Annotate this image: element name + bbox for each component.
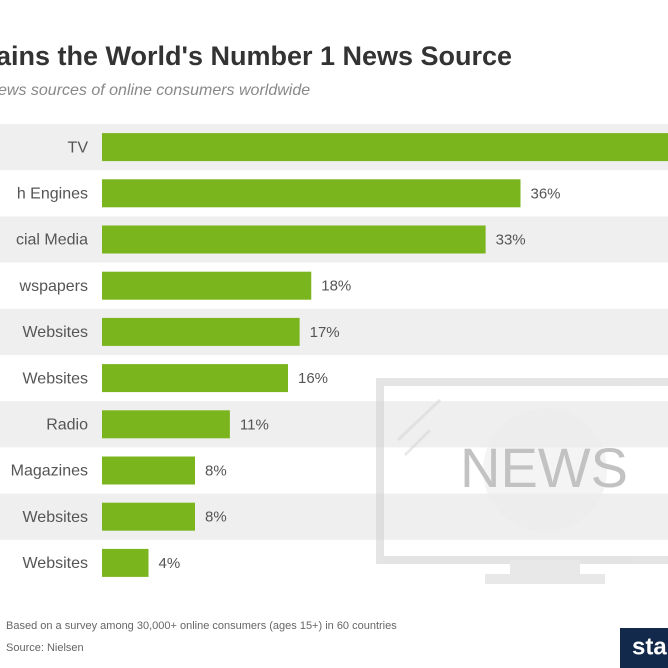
monitor-glare <box>396 398 442 442</box>
category-label: Websites <box>22 509 88 526</box>
category-label: h Engines <box>17 186 88 203</box>
bar <box>102 179 521 208</box>
value-label: 8% <box>205 462 227 479</box>
logo: sta <box>632 633 667 660</box>
category-label: TV <box>68 139 89 156</box>
category-label: Websites <box>22 555 88 572</box>
bar <box>102 502 195 531</box>
chart-subtitle: ews sources of online consumers worldwid… <box>0 82 310 99</box>
value-label: 16% <box>298 370 328 387</box>
chart-title: ains the World's Number 1 News Source <box>0 41 512 71</box>
category-label: Websites <box>22 370 88 387</box>
illustration-text: NEWS <box>460 436 628 499</box>
bar <box>102 364 288 393</box>
bar <box>102 225 486 254</box>
category-label: Websites <box>22 324 88 341</box>
bar <box>102 271 312 300</box>
category-label: cial Media <box>16 232 88 249</box>
value-label: 8% <box>205 509 227 526</box>
bar <box>102 456 195 485</box>
category-label: wspapers <box>19 278 88 295</box>
monitor-base <box>485 574 605 584</box>
value-label: 18% <box>321 278 351 295</box>
value-label: 4% <box>159 555 181 572</box>
bar <box>102 133 668 162</box>
monitor-circle <box>483 408 607 532</box>
category-label: Magazines <box>11 463 88 480</box>
bar <box>102 317 300 346</box>
value-label: 17% <box>310 324 340 341</box>
logo-background <box>620 628 668 668</box>
value-label: 33% <box>496 231 526 248</box>
footnote: Based on a survey among 30,000+ online c… <box>6 620 397 632</box>
monitor-neck <box>510 560 580 574</box>
bar <box>102 410 230 439</box>
category-label: Radio <box>46 417 88 434</box>
source: Source: Nielsen <box>6 642 84 654</box>
monitor-glare <box>403 428 432 457</box>
value-label: 11% <box>240 416 269 433</box>
tv-illustration <box>376 378 668 584</box>
bar <box>102 548 149 577</box>
value-label: 36% <box>531 185 561 202</box>
